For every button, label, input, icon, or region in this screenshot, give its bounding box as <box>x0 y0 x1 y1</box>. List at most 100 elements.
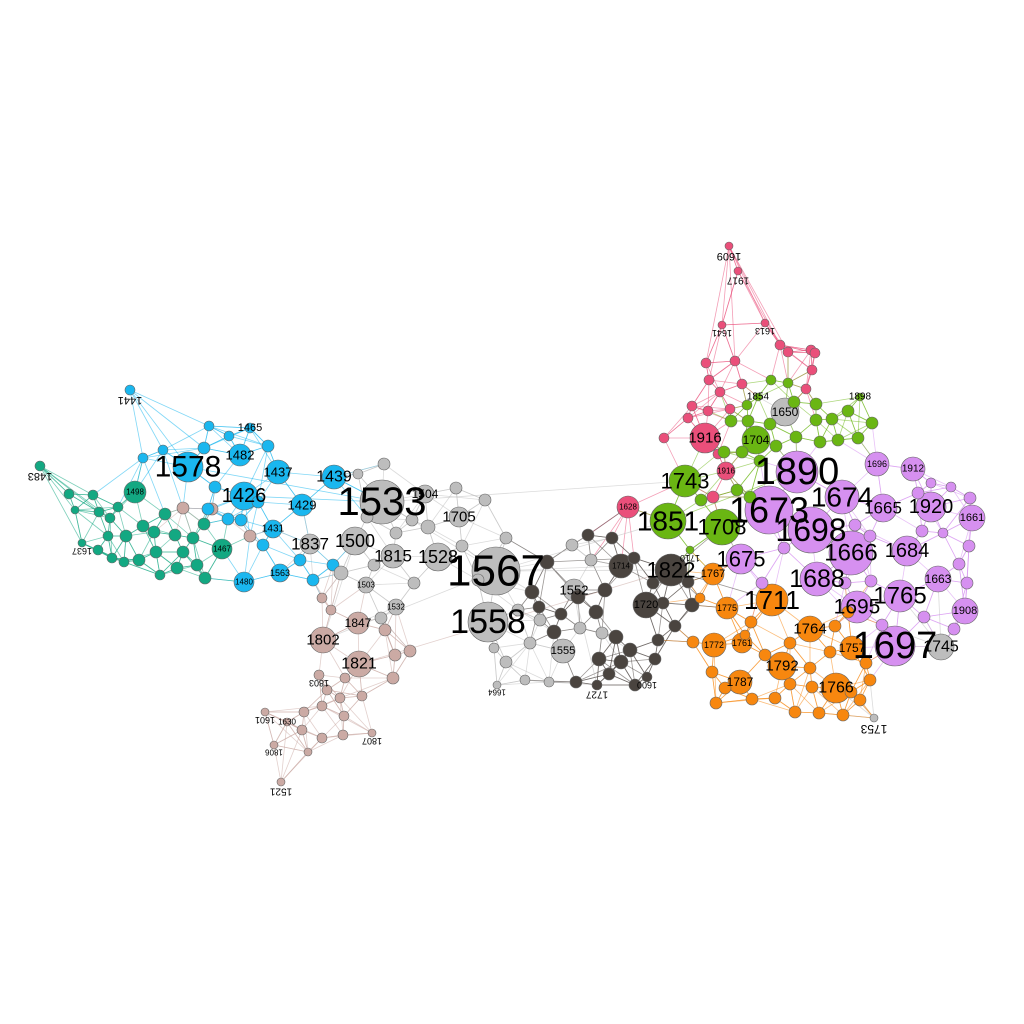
graph-node <box>388 648 402 662</box>
graph-node <box>367 558 381 572</box>
graph-node-1916 <box>689 422 721 454</box>
graph-node-1767 <box>701 562 725 586</box>
graph-node <box>844 685 858 699</box>
graph-node <box>628 678 642 692</box>
graph-edge <box>273 744 309 753</box>
node-label: 1837 <box>291 535 329 554</box>
graph-node <box>743 490 757 504</box>
graph-node-1441 <box>124 384 136 396</box>
graph-node-1727 <box>591 679 603 691</box>
node-label: 1822 <box>647 558 696 583</box>
node-label: 1465 <box>238 422 262 434</box>
graph-node <box>334 692 346 704</box>
node-label: 1613 <box>755 326 775 336</box>
graph-node <box>154 569 166 581</box>
graph-node <box>104 512 116 524</box>
graph-node-1802 <box>309 626 337 654</box>
graph-node <box>176 501 190 515</box>
graph-edge <box>129 389 189 468</box>
graph-node-1521 <box>276 777 286 787</box>
graph-edge <box>708 360 736 381</box>
graph-edge <box>484 499 507 539</box>
graph-edge <box>751 683 791 700</box>
node-label: 1912 <box>902 464 925 475</box>
graph-node <box>805 680 819 694</box>
graph-node-1429 <box>290 493 314 517</box>
graph-node <box>190 558 204 572</box>
graph-node <box>684 597 700 613</box>
node-label: 1665 <box>864 499 902 518</box>
node-label: 1890 <box>755 451 840 493</box>
graph-node <box>533 613 547 627</box>
graph-node <box>651 633 665 647</box>
graph-node-1807 <box>367 728 377 738</box>
graph-node <box>755 576 769 590</box>
graph-node-1890 <box>775 450 819 494</box>
graph-edge <box>654 625 676 660</box>
graph-node <box>321 684 333 696</box>
graph-node <box>186 531 200 545</box>
graph-node-1920 <box>915 491 947 523</box>
graph-edge <box>495 569 672 572</box>
node-label: 1498 <box>126 488 144 497</box>
graph-edge <box>779 344 789 384</box>
node-label: 1802 <box>306 632 339 649</box>
node-label: 1500 <box>335 531 375 551</box>
node-label: 1675 <box>717 547 766 572</box>
graph-node <box>831 433 845 447</box>
graph-node <box>735 445 749 459</box>
graph-edge <box>787 349 812 384</box>
node-label: 1920 <box>909 496 954 518</box>
graph-edge <box>74 509 111 519</box>
graph-node <box>853 693 867 707</box>
node-label: 1916 <box>717 467 735 476</box>
node-label: 1563 <box>270 568 290 578</box>
graph-node <box>782 377 794 389</box>
graph-edge <box>857 396 861 439</box>
node-label: 1767 <box>701 568 725 580</box>
node-label: 1815 <box>374 547 412 566</box>
graph-node <box>106 552 118 564</box>
graph-node-1753 <box>869 713 879 723</box>
graph-node <box>848 518 862 532</box>
graph-edge <box>427 487 457 528</box>
graph-node <box>741 414 755 428</box>
graph-node <box>243 529 257 543</box>
node-label: 1601 <box>255 715 275 725</box>
graph-edge <box>326 689 363 697</box>
graph-edge <box>129 389 210 427</box>
graph-node <box>588 604 604 620</box>
node-label: 1753 <box>860 722 887 736</box>
graph-node <box>648 652 662 666</box>
graph-node <box>261 439 275 453</box>
graph-node-1637 <box>77 538 87 548</box>
graph-node <box>256 538 270 552</box>
graph-edge <box>493 647 498 686</box>
graph-node-1837 <box>299 533 321 555</box>
graph-node <box>605 531 619 545</box>
graph-node <box>703 374 715 386</box>
graph-node <box>859 656 873 670</box>
graph-edge <box>162 449 184 509</box>
graph-node <box>158 507 172 521</box>
graph-node-1917 <box>733 266 743 276</box>
graph-node <box>864 574 878 588</box>
graph-node-1912 <box>900 456 926 482</box>
graph-node <box>197 517 211 531</box>
graph-node <box>132 553 146 567</box>
graph-node-1600 <box>641 671 653 683</box>
node-label: 1898 <box>849 392 872 403</box>
graph-node-1765 <box>883 579 917 613</box>
graph-edge <box>721 322 766 326</box>
graph-nodes <box>34 241 986 787</box>
graph-node <box>352 468 364 480</box>
graph-labels: 1441 1483 1637 1578 1482 1465 1437 1426 1439 1498… <box>28 250 984 797</box>
graph-edge <box>280 751 309 783</box>
graph-node <box>523 636 537 650</box>
graph-node <box>952 557 966 571</box>
graph-node <box>739 629 751 641</box>
graph-edge <box>129 389 144 459</box>
graph-edge <box>721 270 739 326</box>
graph-edge <box>208 425 251 429</box>
